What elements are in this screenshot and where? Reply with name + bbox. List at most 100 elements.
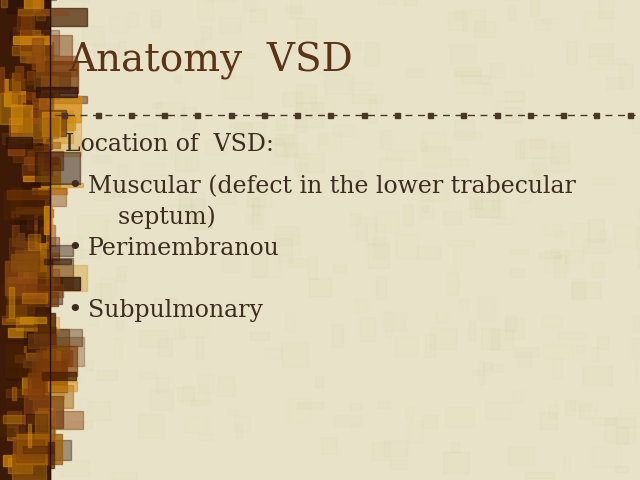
Bar xyxy=(506,91,524,101)
Bar xyxy=(7,426,33,440)
Bar xyxy=(13,261,52,264)
Bar xyxy=(61,460,88,476)
Bar xyxy=(454,67,481,76)
Bar xyxy=(24,276,62,304)
Bar xyxy=(548,405,557,418)
Bar xyxy=(281,343,308,367)
Bar xyxy=(33,418,50,447)
Bar xyxy=(39,96,81,121)
Bar xyxy=(284,143,306,158)
Bar xyxy=(396,234,419,258)
Bar xyxy=(95,283,111,304)
Bar xyxy=(118,41,125,65)
Bar xyxy=(308,278,332,296)
Bar xyxy=(8,143,24,155)
Bar xyxy=(425,334,435,357)
Bar xyxy=(0,0,50,480)
Text: Subpulmonary: Subpulmonary xyxy=(88,299,263,322)
Bar xyxy=(349,82,372,90)
Bar xyxy=(12,444,17,474)
Bar xyxy=(48,8,86,26)
Bar xyxy=(16,440,44,462)
Bar xyxy=(225,55,238,62)
Bar xyxy=(406,407,413,419)
Bar xyxy=(627,112,632,118)
Bar xyxy=(3,415,32,422)
Bar xyxy=(263,138,284,144)
Bar xyxy=(156,377,168,393)
Bar xyxy=(92,155,111,163)
Bar xyxy=(481,328,499,349)
Bar xyxy=(46,245,73,255)
Bar xyxy=(20,8,35,33)
Bar xyxy=(14,88,18,92)
Bar xyxy=(554,255,566,277)
Bar xyxy=(496,101,523,121)
Bar xyxy=(49,142,60,148)
Bar xyxy=(114,338,122,359)
Bar xyxy=(553,358,563,377)
Bar xyxy=(509,268,524,277)
Bar xyxy=(369,99,376,123)
Bar xyxy=(22,359,48,367)
Bar xyxy=(376,276,387,299)
Bar xyxy=(387,150,413,160)
Bar xyxy=(589,48,613,69)
Bar xyxy=(274,234,300,255)
Bar xyxy=(13,27,22,41)
Bar xyxy=(513,391,524,402)
Bar xyxy=(21,179,38,207)
Bar xyxy=(31,177,50,185)
Bar xyxy=(584,366,612,385)
Bar xyxy=(514,347,539,357)
Bar xyxy=(639,209,640,217)
Bar xyxy=(19,95,31,109)
Bar xyxy=(49,265,86,291)
Bar xyxy=(374,211,397,232)
Bar xyxy=(58,378,80,384)
Bar xyxy=(22,293,47,303)
Bar xyxy=(474,21,495,37)
Bar xyxy=(337,170,362,191)
Bar xyxy=(8,119,45,142)
Bar xyxy=(3,455,12,466)
Bar xyxy=(419,194,433,218)
Bar xyxy=(311,96,333,118)
Bar xyxy=(380,130,391,149)
Bar xyxy=(8,368,40,380)
Bar xyxy=(422,415,437,428)
Bar xyxy=(456,120,474,136)
Bar xyxy=(143,163,164,170)
Bar xyxy=(551,142,569,163)
Bar xyxy=(26,92,59,99)
Bar xyxy=(47,88,51,104)
Bar xyxy=(129,112,134,118)
Bar xyxy=(29,368,64,398)
Bar xyxy=(12,127,17,147)
Bar xyxy=(468,197,481,208)
Bar xyxy=(317,133,340,150)
Bar xyxy=(296,18,316,38)
Bar xyxy=(139,372,156,378)
Bar xyxy=(58,0,83,11)
Bar xyxy=(365,42,378,66)
Bar xyxy=(95,112,100,118)
Text: Muscular (defect in the lower trabecular
    septum): Muscular (defect in the lower trabecular… xyxy=(88,175,576,229)
Bar xyxy=(24,157,58,165)
Bar xyxy=(451,158,468,167)
Bar xyxy=(37,56,77,75)
Bar xyxy=(8,277,51,292)
Bar xyxy=(295,108,306,132)
Bar xyxy=(506,315,516,331)
Bar xyxy=(295,112,300,118)
Bar xyxy=(448,240,474,246)
Bar xyxy=(205,139,227,154)
Bar xyxy=(13,36,51,44)
Bar xyxy=(43,277,50,300)
Bar xyxy=(317,136,326,144)
Bar xyxy=(528,112,532,118)
Bar xyxy=(295,153,324,172)
Bar xyxy=(26,284,63,297)
Bar xyxy=(39,115,74,130)
Bar xyxy=(14,425,49,432)
